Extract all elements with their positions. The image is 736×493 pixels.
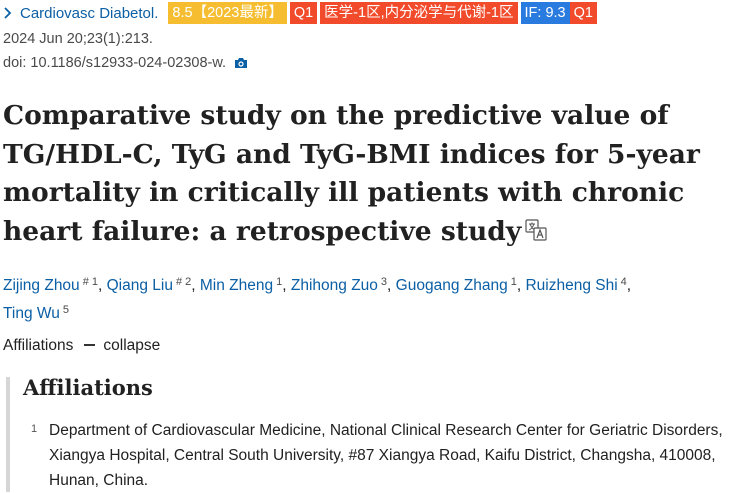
author-list: Zijing Zhou # 1, Qiang Liu # 2, Min Zheng 1… (3, 276, 632, 322)
panel-border (6, 377, 10, 492)
author: Zijing Zhou # 1 (3, 276, 98, 294)
quartile-badge: Q1 (289, 2, 318, 24)
affiliations-panel: Affiliations 1 Department of Cardiovascu… (0, 371, 736, 492)
if-quartile-badge: Q1 (569, 2, 597, 24)
publication-date: 2024 Jun 20;23(1):213. (3, 31, 153, 47)
author: Guogang Zhang 1 (395, 276, 517, 294)
author-name[interactable]: Ruizheng Shi (525, 277, 618, 294)
minus-icon (84, 344, 96, 346)
affiliation-number: 1 (31, 423, 38, 435)
author-name[interactable]: Qiang Liu (106, 277, 173, 294)
author-name[interactable]: Zijing Zhou (3, 277, 80, 294)
author-affiliation-ref[interactable]: # 1 (82, 276, 98, 288)
author: Min Zheng 1 (199, 276, 283, 294)
author-affiliation-ref[interactable]: # 2 (175, 276, 192, 288)
author-affiliation-ref[interactable]: 1 (510, 276, 517, 288)
translate-icon[interactable] (525, 218, 547, 241)
affiliations-toggle[interactable]: Affiliations collapse (3, 337, 160, 355)
journal-name[interactable]: Cardiovasc Diabetol. (20, 4, 159, 22)
journal-score-badge: 8.5【2023最新】 (168, 2, 287, 24)
author: Qiang Liu # 2 (106, 276, 192, 294)
impact-factor-badge: IF: 9.3 (520, 2, 570, 24)
chevron-right-icon (4, 7, 12, 19)
author: Ting Wu 5 (3, 304, 69, 322)
author-name[interactable]: Ting Wu (3, 305, 60, 322)
affiliation-text: Department of Cardiovascular Medicine, N… (49, 422, 723, 489)
author-affiliation-ref[interactable]: 1 (276, 276, 283, 288)
doi-line: doi: 10.1186/s12933-024-02308-w. (3, 55, 248, 71)
affiliations-toggle-label: Affiliations (3, 337, 74, 354)
doi-text[interactable]: doi: 10.1186/s12933-024-02308-w. (3, 55, 227, 71)
author-name[interactable]: Zhihong Zuo (290, 277, 378, 294)
author-affiliation-ref[interactable]: 5 (62, 304, 69, 316)
author: Zhihong Zuo 3 (290, 276, 388, 294)
journal-info-bar: Cardiovasc Diabetol. 8.5【2023最新】 Q1 医学-1… (0, 0, 597, 26)
author-affiliation-ref[interactable]: 3 (380, 276, 388, 288)
journal-link[interactable]: Cardiovasc Diabetol. (3, 5, 158, 22)
affiliations-heading: Affiliations (23, 375, 153, 400)
category-badge: 医学-1区,内分泌学与代谢-1区 (320, 2, 518, 24)
article-title-text: Comparative study on the predictive valu… (3, 100, 700, 247)
collapse-link[interactable]: collapse (103, 337, 161, 354)
article-title: Comparative study on the predictive valu… (3, 97, 728, 251)
author-name[interactable]: Guogang Zhang (395, 277, 508, 294)
author: Ruizheng Shi 4 (525, 276, 627, 294)
author-affiliation-ref[interactable]: 4 (620, 276, 627, 288)
author-name[interactable]: Min Zheng (199, 277, 274, 294)
camera-icon[interactable] (234, 57, 248, 69)
